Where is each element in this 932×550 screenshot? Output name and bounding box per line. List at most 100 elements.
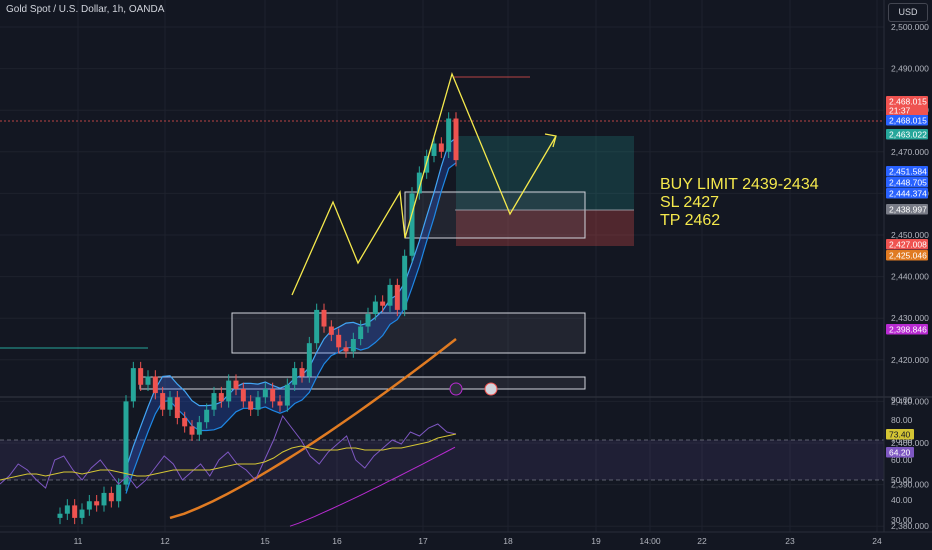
candles-group — [57, 112, 459, 525]
rsi-badge — [886, 429, 914, 440]
price-badge-text: 2,398.846 — [889, 325, 927, 335]
time-axis[interactable]: 11 12 15 16 17 18 19 14:00 22 23 24 — [74, 536, 882, 546]
price-tick-label: 2,400.000 — [891, 438, 929, 448]
price-badge — [886, 239, 928, 250]
candle — [365, 314, 371, 327]
candle — [453, 118, 459, 161]
rsi-tick-label: 40.00 — [891, 495, 913, 505]
price-badge-text: 2,448.705 — [889, 178, 927, 188]
candle — [409, 193, 415, 256]
candle — [204, 409, 210, 423]
candle — [145, 376, 151, 385]
rsi-labels: 73.40 64.20 — [886, 429, 914, 458]
chart-title: Gold Spot / U.S. Dollar, 1h, OANDA — [6, 4, 165, 15]
price-badge-text: 2,444.374 — [889, 189, 927, 199]
event-flag-icon[interactable] — [484, 382, 498, 396]
candle — [284, 384, 290, 406]
candle — [189, 426, 195, 435]
price-badge — [886, 166, 928, 177]
candle — [328, 326, 334, 335]
candle — [138, 368, 144, 385]
candle — [101, 492, 107, 506]
rsi-tick-label: 90.00 — [891, 395, 913, 405]
candle — [211, 393, 217, 410]
candle — [240, 388, 246, 402]
price-badge — [886, 177, 928, 188]
rsi-tick-label: 60.00 — [891, 455, 913, 465]
take-profit-zone[interactable] — [456, 136, 634, 210]
candle — [174, 397, 180, 419]
candle — [130, 368, 136, 402]
trade-setup-note: BUY LIMIT 2439-2434 SL 2427 TP 2462 — [660, 176, 819, 230]
candle — [248, 401, 254, 410]
price-badge — [886, 250, 928, 261]
price-tick-label: 2,490.000 — [891, 64, 929, 74]
candle — [394, 284, 400, 310]
time-tick-label: 17 — [418, 536, 428, 546]
candle — [167, 397, 173, 410]
candle — [262, 388, 268, 398]
candle — [57, 513, 63, 518]
candle — [233, 380, 239, 389]
candle — [86, 501, 92, 510]
price-badge-text: 2,425.046 — [889, 251, 927, 261]
candle — [358, 326, 364, 339]
rsi-tick-label: 80.00 — [891, 415, 913, 425]
time-tick-label: 19 — [591, 536, 601, 546]
time-tick-label: 16 — [332, 536, 342, 546]
candle — [79, 509, 85, 518]
rsi-badge — [886, 447, 914, 458]
ma-long-line — [289, 446, 456, 527]
candle — [218, 393, 224, 402]
rsi-tick-label: 50.00 — [891, 475, 913, 485]
zigzag-pattern — [291, 72, 557, 296]
stop-loss-text: SL 2427 — [660, 194, 720, 211]
price-tick-label: 2,500.000 — [891, 22, 929, 32]
rsi-tick-label: 70.00 — [891, 435, 913, 445]
ema-ribbon — [126, 137, 456, 494]
candle — [446, 118, 452, 152]
rsi-badge-text: 73.40 — [889, 430, 911, 440]
currency-button[interactable]: USD — [888, 3, 928, 22]
rsi-line — [0, 414, 457, 489]
price-badge-text: 21:37 — [889, 106, 911, 116]
candle — [438, 143, 444, 152]
candle — [292, 368, 298, 385]
lower-demand-zone-rect[interactable] — [139, 376, 586, 390]
candle — [196, 422, 202, 435]
stop-loss-zone[interactable] — [456, 210, 634, 246]
buy-limit-text: BUY LIMIT 2439-2434 — [660, 176, 819, 193]
candle — [350, 339, 356, 352]
price-tick-label: 2,380.000 — [891, 521, 929, 531]
demand-zone-rect[interactable] — [231, 312, 586, 354]
candle — [64, 505, 70, 514]
candle — [299, 368, 305, 377]
candle — [387, 284, 393, 306]
price-badge — [886, 96, 928, 107]
price-badge — [886, 188, 928, 199]
time-tick-label: 11 — [74, 536, 83, 546]
candle — [94, 501, 100, 506]
take-profit-text: TP 2462 — [660, 212, 721, 229]
price-badge-text: 2,468.015 — [889, 97, 927, 107]
event-flash-icon[interactable] — [449, 382, 463, 396]
rsi-axis[interactable]: 90.00 80.00 70.00 60.00 50.00 40.00 30.00 — [891, 395, 913, 525]
buy-zone-rect[interactable] — [404, 191, 586, 239]
price-badge-text: 2,427.008 — [889, 240, 927, 250]
time-tick-label: 18 — [503, 536, 513, 546]
candle — [314, 309, 320, 344]
price-badge — [886, 324, 928, 335]
time-tick-label: 14:00 — [639, 536, 661, 546]
price-badge-text: 2,468.015 — [889, 116, 927, 126]
candle — [306, 343, 312, 377]
candle — [270, 388, 276, 402]
price-tick-label: 2,410.000 — [891, 396, 929, 406]
rsi-ma-line — [0, 433, 457, 481]
price-badge — [886, 129, 928, 140]
price-tick-label: 2,430.000 — [891, 313, 929, 323]
candle — [255, 397, 261, 410]
time-tick-label: 24 — [872, 536, 882, 546]
candle — [123, 401, 129, 485]
